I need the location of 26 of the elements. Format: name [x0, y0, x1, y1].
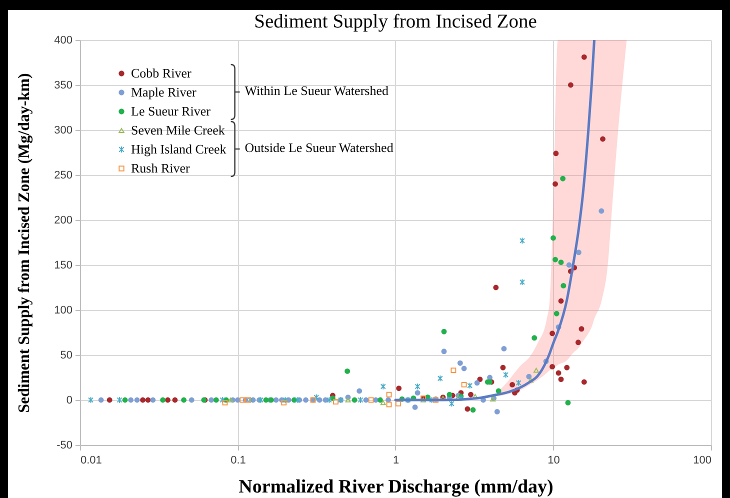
y-tick-label: 100: [54, 304, 72, 316]
legend-label: High Island Creek: [131, 142, 227, 156]
annotation: Outside Le Sueur Watershed: [244, 140, 394, 155]
chart-title: Sediment Supply from Incised Zone: [254, 12, 537, 32]
y-tick-label: 300: [54, 124, 72, 136]
y-axis-title: Sediment Supply from Incised Zone (Mg/day-km): [16, 73, 34, 413]
y-tick-label: 200: [54, 214, 72, 226]
y-tick-label: -50: [56, 440, 72, 452]
y-tick-label: 400: [54, 34, 72, 46]
x-tick-label: 0.01: [80, 454, 102, 466]
x-tick-label: 0.1: [230, 454, 246, 466]
legend-label: Maple River: [131, 84, 198, 100]
legend-label: Le Sueur River: [131, 104, 212, 118]
y-tick-label: 50: [60, 350, 72, 362]
legend-label: Cobb River: [131, 66, 192, 80]
legend-label: Rush River: [131, 160, 191, 176]
x-tick-label: 100: [693, 454, 712, 466]
legend-label: Seven Mile Creek: [131, 122, 226, 138]
x-axis-title: Normalized River Discharge (mm/day): [238, 476, 554, 498]
y-tick-label: 350: [54, 80, 72, 92]
y-tick-label: 250: [54, 170, 72, 182]
x-tick-label: 10: [548, 454, 560, 466]
x-tick-label: 1: [392, 454, 400, 466]
y-tick-label: 150: [54, 260, 72, 272]
annotation: Within Le Sueur Watershed: [244, 82, 389, 98]
y-tick-label: 0: [66, 394, 72, 406]
